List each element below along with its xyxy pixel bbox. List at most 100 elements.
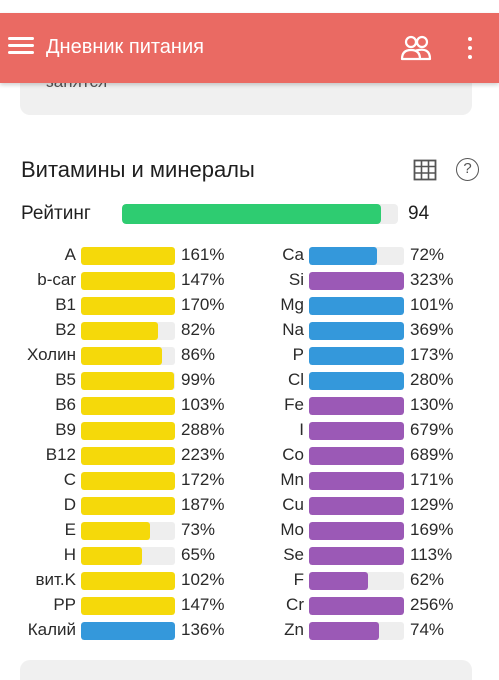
nutrient-name: Si [288,270,304,289]
nutrient-label-left: E [0,518,76,543]
nutrient-percent: 280% [410,370,454,389]
nutrient-percent: 136% [181,620,225,639]
nutrient-name: Se [283,545,304,564]
nutrient-bar [81,622,175,640]
nutrient-percent: 288% [181,420,225,439]
app-bar: Дневник питания [0,13,499,83]
nutrient-percent: 99% [181,370,216,389]
nutrient-bar-fill [309,397,404,415]
nutrient-percent: 679% [410,420,454,439]
nutrient-percent: 171% [410,470,454,489]
nutrient-bar-fill [81,247,175,265]
nutrient-bar-fill [309,347,404,365]
nutrient-percent: 73% [181,520,216,539]
nutrient-label-right: Zn [0,618,304,643]
help-icon[interactable]: ? [456,158,479,181]
nutrient-name: I [299,420,304,439]
nutrient-label-right: Mg [0,293,304,318]
nutrient-bar-fill [309,247,378,265]
rating-bar-fill [122,204,382,224]
nutrient-percent: 82% [181,320,216,339]
nutrient-bar-fill [309,572,368,590]
nutrient-name: Калий [27,620,76,639]
nutrient-name: C [63,470,76,489]
nutrient-label-right: Cl [0,368,304,393]
nutrient-bar [309,372,404,390]
nutrient-label-left: PP [0,593,76,618]
nutrient-label-left: B12 [0,443,76,468]
nutrient-label-right: Se [0,543,304,568]
nutrient-name: Mo [280,520,304,539]
nutrient-label-left: Холин [0,343,76,368]
nutrient-bar [309,247,404,265]
nutrient-name: B6 [55,395,76,414]
nutrient-bar-fill [81,372,175,390]
nutrient-name: B2 [55,320,76,339]
nutrient-percent: 65% [181,545,216,564]
nutrient-label-left: B5 [0,368,76,393]
rating-value: 94 [408,203,430,224]
nutrient-percent: 369% [410,320,454,339]
nutrient-bar [81,272,175,290]
nutrient-bar-fill [309,272,404,290]
nutrient-bar [309,597,404,615]
nutrient-bar [309,422,404,440]
nutrient-name: P [292,345,304,364]
rating-bar [122,204,398,224]
users-icon[interactable] [400,33,432,63]
nutrient-name: E [64,520,76,539]
nutrient-name: Ca [282,245,304,264]
nutrient-bar [309,622,404,640]
nutrient-percent: 323% [410,270,454,289]
nutrient-name: Zn [284,620,304,639]
nutrient-percent: 147% [181,270,225,289]
nutrient-bar-fill [81,447,175,465]
nutrient-label-right: Mo [0,518,304,543]
nutrient-label-left: B1 [0,293,76,318]
nutrient-name: Cr [286,595,304,614]
nutrient-percent: 187% [181,495,225,514]
nutrient-name: Co [282,445,304,464]
nutrient-name: B9 [55,420,76,439]
nutrient-label-left: D [0,493,76,518]
nutrient-percent: 173% [410,345,454,364]
nutrient-name: B5 [55,370,76,389]
nutrient-name: Fe [284,395,304,414]
app-title: Дневник питания [46,36,204,58]
nutrient-bar [81,397,175,415]
rating-label: Рейтинг [21,203,91,224]
nutrient-label-left: A [0,243,76,268]
nutrient-bar-fill [81,622,175,640]
nutrient-percent: 169% [410,520,454,539]
nutrient-bar-fill [81,272,175,290]
nutrient-bar [81,547,175,565]
nutrient-bar-fill [81,472,175,490]
nutrient-label-right: Ca [0,243,304,268]
nutrient-label-right: Cu [0,493,304,518]
nutrient-name: PP [53,595,76,614]
nutrient-label-left: вит.K [0,568,77,593]
nutrient-percent: 101% [410,295,454,314]
nutrient-label-left: C [0,468,76,493]
nutrient-bar [81,447,175,465]
nutrient-label-left: H [0,543,76,568]
next-card [20,660,472,680]
nutrient-bar-fill [309,597,404,615]
nutrient-bar-fill [81,547,143,565]
nutrient-label-right: P [0,343,304,368]
menu-icon[interactable] [8,35,36,57]
nutrient-bar-fill [309,547,404,565]
nutrient-bar-fill [309,447,404,465]
nutrient-percent: 72% [410,245,445,264]
nutrient-bar [309,347,404,365]
nutrient-bar [81,597,175,615]
table-icon[interactable] [413,159,437,181]
nutrient-percent: 74% [410,620,445,639]
nutrient-bar [309,472,404,490]
nutrient-label-right: I [0,418,304,443]
nutrient-percent: 147% [181,595,225,614]
nutrient-bar [81,347,175,365]
nutrient-percent: 86% [181,345,216,364]
more-vert-icon[interactable] [460,33,480,63]
nutrient-bar-fill [81,322,159,340]
